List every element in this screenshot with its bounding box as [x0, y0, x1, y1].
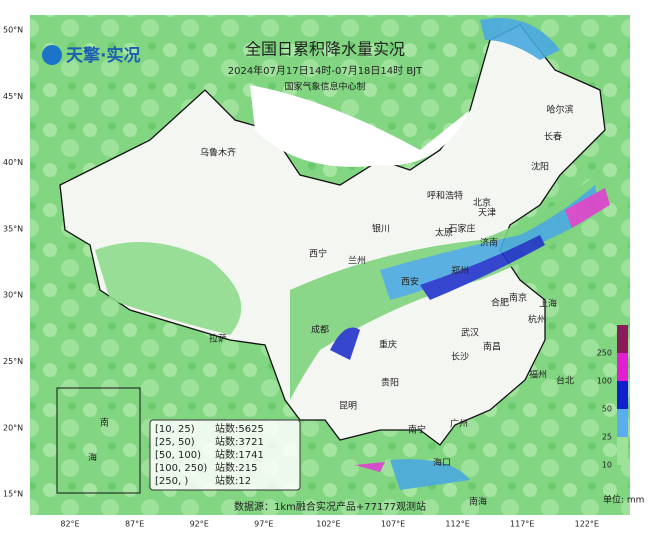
city-label: 沈阳 — [531, 161, 549, 173]
legend-count: 站数:215 — [215, 461, 257, 474]
source: 数据源：1km融合实况产品+77177观测站 — [234, 500, 426, 513]
lat-label: 15°N — [3, 490, 23, 499]
city-label: 杭州 — [528, 314, 546, 326]
dry-area — [250, 85, 470, 167]
city-label: 武汉 — [461, 327, 479, 339]
legend-count-value: 5625 — [238, 424, 263, 435]
colorbar-label: 10 — [602, 461, 612, 470]
city-label: 广州 — [450, 418, 468, 430]
color-swatch — [617, 409, 628, 437]
legend-station-label: 站数: — [215, 422, 238, 435]
lon-label: 112°E — [445, 520, 469, 529]
legend-count: 站数:5625 — [215, 422, 264, 435]
legend-count-value: 12 — [238, 476, 251, 487]
city-label: 石家庄 — [448, 223, 475, 235]
lon-label: 92°E — [190, 520, 209, 529]
city-label: 西宁 — [309, 248, 327, 260]
lon-label: 117°E — [510, 520, 534, 529]
city-label: 银川 — [372, 223, 390, 235]
inset-label: 海 — [88, 452, 97, 464]
lat-label: 35°N — [3, 224, 23, 233]
city-label: 重庆 — [379, 339, 397, 351]
city-label: 长沙 — [451, 351, 469, 363]
legend-range: [250, ) — [155, 476, 188, 487]
inset-label: 南 — [100, 417, 109, 429]
colorbar-label: 250 — [597, 349, 612, 358]
unit: 单位: mm — [603, 494, 644, 506]
city-label: 海口 — [433, 457, 451, 469]
colorbar — [617, 325, 628, 465]
lat-label: 50°N — [3, 26, 23, 35]
city-label: 乌鲁木齐 — [200, 147, 236, 159]
lat-label: 40°N — [3, 158, 23, 167]
city-label: 兰州 — [348, 255, 366, 267]
legend-count: 站数:3721 — [215, 435, 264, 448]
color-swatch — [617, 353, 628, 381]
lon-label: 102°E — [316, 520, 340, 529]
lat-label: 20°N — [3, 423, 23, 432]
city-label: 北京 — [473, 197, 491, 209]
lon-label: 82°E — [60, 520, 79, 529]
legend-range: [25, 50) — [155, 437, 195, 448]
logo-icon — [42, 45, 62, 65]
lon-label: 97°E — [254, 520, 273, 529]
lon-label: 87°E — [125, 520, 144, 529]
legend: [10, 25) 站数:5625[25, 50) 站数:3721[50, 100) 站… — [149, 419, 301, 491]
title: 全国日累积降水量实况 — [245, 40, 405, 59]
legend-range: [100, 250) — [155, 463, 207, 474]
producer: 国家气象信息中心制 — [284, 81, 365, 93]
city-label: 郑州 — [451, 265, 469, 277]
city-label: 西安 — [401, 276, 419, 288]
legend-count: 站数:1741 — [215, 448, 264, 461]
legend-station-label: 站数: — [215, 448, 238, 461]
lon-label: 122°E — [575, 520, 599, 529]
city-label: 济南 — [480, 237, 498, 249]
city-label: 合肥 — [491, 297, 509, 309]
city-label: 呼和浩特 — [427, 190, 463, 202]
legend-count: 站数:12 — [215, 474, 251, 487]
city-label: 台北 — [556, 375, 574, 387]
city-label: 长春 — [544, 131, 562, 143]
logo: 天擎·实况 — [66, 45, 140, 66]
legend-count-value: 215 — [238, 463, 257, 474]
legend-count-value: 3721 — [238, 437, 263, 448]
city-label: 太原 — [435, 227, 453, 239]
subtitle: 2024年07月17日14时-07月18日14时 BJT — [228, 64, 423, 77]
color-swatch — [617, 381, 628, 409]
city-label: 哈尔滨 — [546, 104, 573, 116]
city-label: 南昌 — [483, 341, 501, 353]
legend-count-value: 1741 — [238, 450, 263, 461]
city-label: 成都 — [311, 324, 329, 336]
color-swatch — [617, 437, 628, 465]
city-label: 天津 — [478, 208, 496, 219]
city-label: 昆明 — [339, 401, 357, 412]
inset-box — [56, 387, 141, 494]
rain-areas — [95, 18, 610, 490]
colorbar-label: 25 — [602, 433, 612, 442]
colorbar-label: 50 — [602, 405, 612, 414]
city-label: 南宁 — [408, 424, 426, 436]
colorbar-label: 100 — [597, 377, 612, 386]
city-label: 南海 — [469, 496, 487, 508]
color-swatch — [617, 325, 628, 353]
legend-station-label: 站数: — [215, 435, 238, 448]
city-label: 南京 — [509, 292, 527, 304]
legend-box — [149, 419, 301, 491]
lat-label: 45°N — [3, 92, 23, 101]
city-label: 拉萨 — [209, 333, 227, 345]
legend-station-label: 站数: — [215, 474, 238, 487]
city-label: 上海 — [539, 298, 557, 310]
legend-station-label: 站数: — [215, 461, 238, 474]
legend-range: [50, 100) — [155, 450, 201, 461]
lat-label: 30°N — [3, 291, 23, 300]
lat-label: 25°N — [3, 357, 23, 366]
lon-label: 107°E — [381, 520, 405, 529]
legend-range: [10, 25) — [155, 424, 195, 435]
city-label: 贵阳 — [381, 377, 399, 389]
city-label: 福州 — [529, 369, 547, 381]
